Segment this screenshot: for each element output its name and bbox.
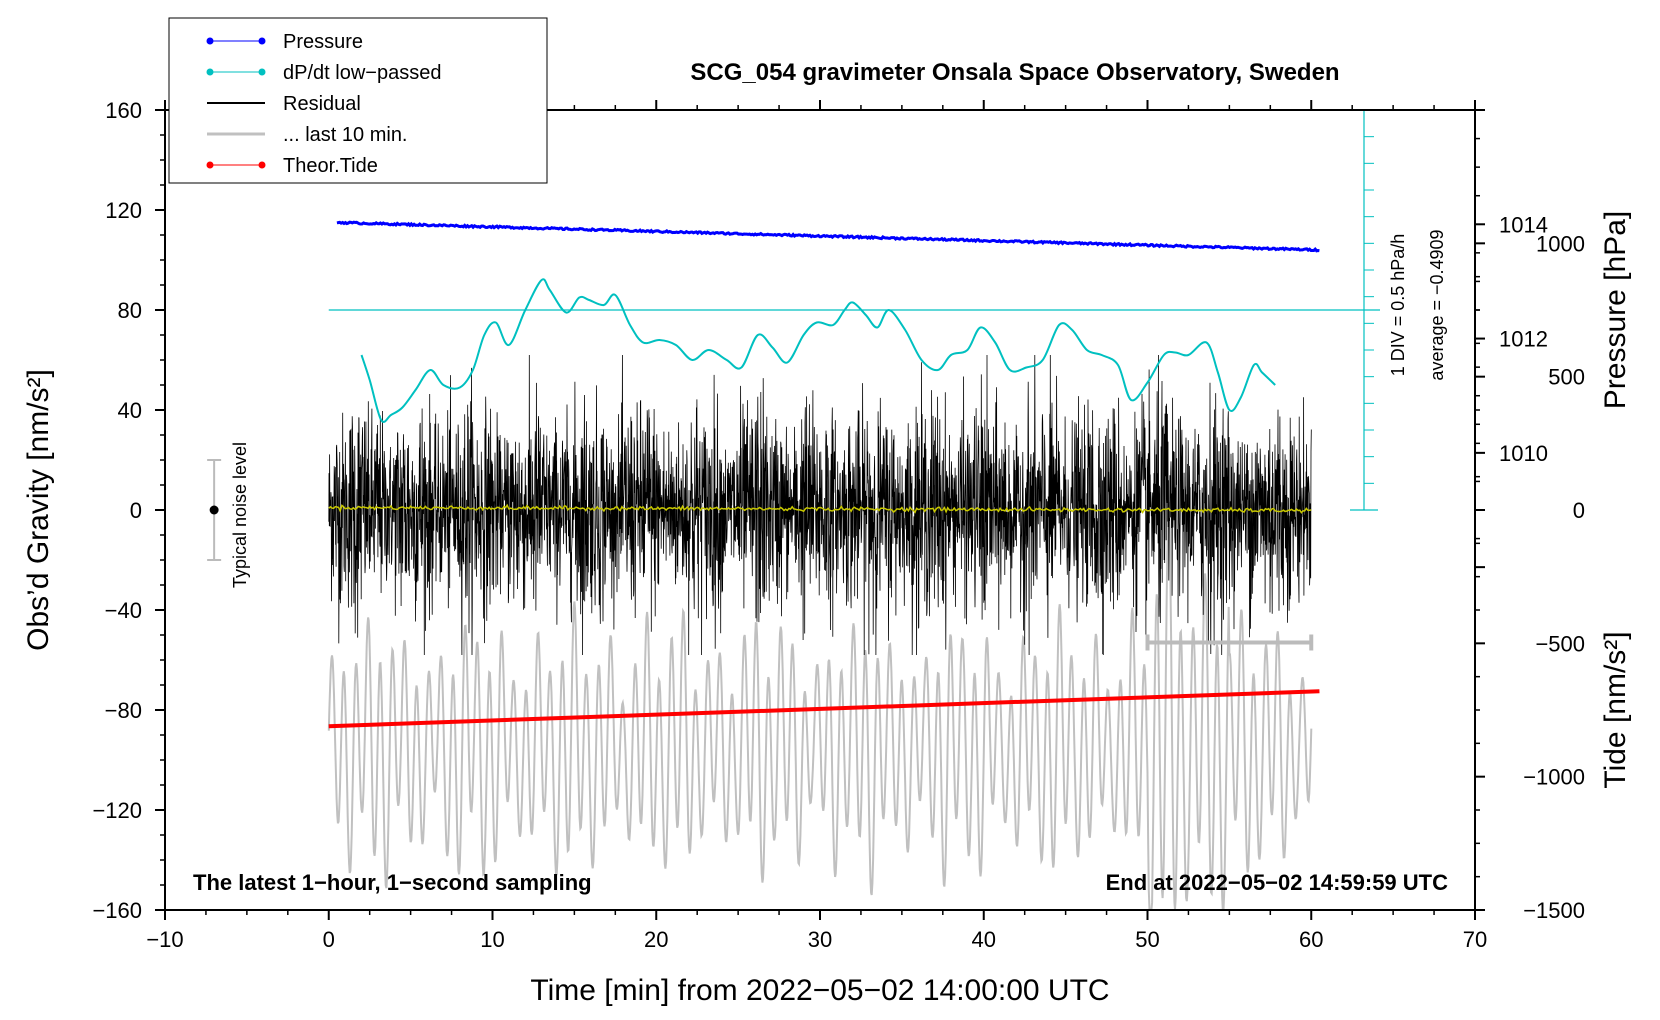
chart-title: SCG_054 gravimeter Onsala Space Observat… xyxy=(690,59,1339,86)
y-tick-label: 80 xyxy=(118,298,142,323)
dpdt-average-label: average = −0.4909 xyxy=(1427,229,1447,380)
x-tick-label: 40 xyxy=(972,927,996,952)
y-tick-label: 40 xyxy=(118,398,142,423)
legend-box xyxy=(168,17,548,184)
pressure-tick-label: 1010 xyxy=(1499,441,1548,466)
legend-marker xyxy=(258,68,266,76)
noise-level-label: Typical noise level xyxy=(230,442,250,588)
tide-tick-label: 500 xyxy=(1548,365,1585,390)
end-time-note: End at 2022−05−02 14:59:59 UTC xyxy=(1106,870,1449,895)
tide-tick-label: −1500 xyxy=(1523,898,1585,923)
legend-marker xyxy=(206,68,214,76)
x-tick-label: 30 xyxy=(808,927,832,952)
dpdt-scale-label: 1 DIV = 0.5 hPa/h xyxy=(1388,234,1408,377)
tide-tick-label: −1000 xyxy=(1523,765,1585,790)
noise-level-dot xyxy=(209,505,219,515)
y-tick-label: 120 xyxy=(105,198,142,223)
legend: Pressure dP/dt low−passed Residual ... last… xyxy=(168,17,548,184)
legend-marker xyxy=(206,161,214,169)
y-tick-label: −160 xyxy=(92,898,142,923)
legend-label: Residual xyxy=(283,93,361,115)
residual-trace xyxy=(328,354,1312,656)
series-layer xyxy=(207,109,1380,911)
legend-marker xyxy=(258,37,266,45)
y-tick-label: −120 xyxy=(92,798,142,823)
theoretical-tide-trace xyxy=(328,689,1320,729)
plot-area xyxy=(207,109,1380,911)
tide-tick-label: 1000 xyxy=(1536,231,1585,256)
x-tick-label: 0 xyxy=(323,927,335,952)
x-tick-label: 50 xyxy=(1135,927,1159,952)
legend-marker xyxy=(206,37,214,45)
x-axis-label: Time [min] from 2022−05−02 14:00:00 UTC xyxy=(530,974,1109,1007)
x-tick-label: 70 xyxy=(1463,927,1487,952)
pressure-tick-label: 1014 xyxy=(1499,212,1548,237)
axes-layer: −10 0 10 20 30 40 50 60 70 −160 −120 −80 −40 0 40 80 120… xyxy=(92,98,1585,952)
y-tick-label: −80 xyxy=(105,698,142,723)
sampling-note: The latest 1−hour, 1−second sampling xyxy=(193,870,592,895)
legend-label: Theor.Tide xyxy=(283,155,378,177)
y-tick-label: 160 xyxy=(105,98,142,123)
dpdt-trace xyxy=(360,278,1276,423)
legend-label: Pressure xyxy=(283,31,363,53)
y-tick-label: −40 xyxy=(105,598,142,623)
y-tick-label: 0 xyxy=(130,498,142,523)
x-tick-label: 20 xyxy=(644,927,668,952)
pressure-trace xyxy=(336,220,1320,253)
pressure-tick-label: 1012 xyxy=(1499,327,1548,352)
tide-tick-label: −500 xyxy=(1535,631,1585,656)
smoothed-residual-trace xyxy=(328,503,1312,514)
tide-axis-label: Tide [nm/s²] xyxy=(1599,631,1632,788)
last-10-min-trace xyxy=(327,501,1313,911)
legend-label: ... last 10 min. xyxy=(283,124,408,146)
legend-label: dP/dt low−passed xyxy=(283,62,441,84)
x-tick-label: −10 xyxy=(146,927,183,952)
x-tick-label: 10 xyxy=(480,927,504,952)
pressure-axis-label: Pressure [hPa] xyxy=(1599,211,1632,409)
x-tick-label: 60 xyxy=(1299,927,1323,952)
tide-tick-label: 0 xyxy=(1573,498,1585,523)
y-axis-label: Obs’d Gravity [nm/s²] xyxy=(22,369,55,651)
legend-marker xyxy=(258,161,266,169)
